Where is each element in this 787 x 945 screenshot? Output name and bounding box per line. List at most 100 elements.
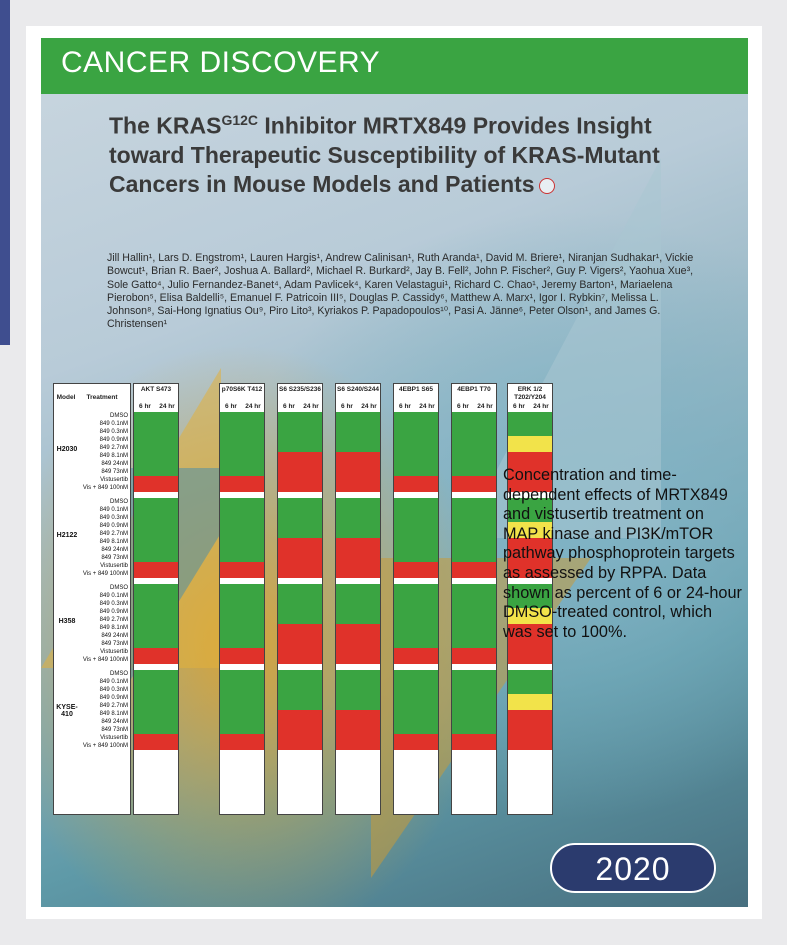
heatmap-cell [452,742,474,750]
heatmap-cell [394,468,416,476]
heatmap-cell [278,514,300,522]
heatmap-cell [416,686,438,694]
heatmap-cell [416,468,438,476]
heatmap-cell [358,640,380,648]
heatmap-cell [452,608,474,616]
heatmap-cell [508,678,530,686]
heatmap-cell [394,678,416,686]
heatmap-cell [300,726,322,734]
heatmap-cell [242,498,264,506]
open-access-icon [538,177,555,194]
heatmap-cell [300,616,322,624]
heatmap-cell [134,460,156,468]
heatmap-cell [530,694,552,702]
heatmap-cell [134,452,156,460]
treatment-label: DMSO [110,671,128,677]
treatment-label: Vistusertib [100,649,128,655]
heatmap-cell [220,554,242,562]
heatmap-cell [416,592,438,600]
heatmap-cell [336,624,358,632]
heatmap-cell [530,420,552,428]
heatmap-cell [416,734,438,742]
heatmap-cell [220,678,242,686]
heatmap-cell [358,600,380,608]
heatmap-cell [530,460,552,468]
heatmap-cell [394,420,416,428]
heatmap-cell [474,670,496,678]
heatmap-cell [474,436,496,444]
heatmap-cell [452,710,474,718]
heatmap-cell [416,498,438,506]
heatmap-cell [278,584,300,592]
heatmap-cell [336,476,358,484]
heatmap-cell [474,592,496,600]
heatmap-cell [508,506,530,514]
heatmap-cell [452,428,474,436]
target-column: 4EBP1 S65 6 hr 24 hr [393,383,439,815]
heatmap-cell [530,584,552,592]
treatment-label: 849 0.1nM [99,593,128,599]
heatmap-cell [220,428,242,436]
heatmap-cell [220,412,242,420]
heatmap-cell [242,412,264,420]
heatmap-cell [278,670,300,678]
heatmap-cell [278,616,300,624]
heatmap-cell [242,742,264,750]
heatmap-cell [242,484,264,492]
heatmap-cell [134,670,156,678]
heatmap-cell [508,484,530,492]
heatmap-cell [134,718,156,726]
heatmap-cell [336,702,358,710]
heatmap-cell [278,570,300,578]
heatmap-cell [220,608,242,616]
heatmap-cell [242,428,264,436]
heatmap-cell [156,460,178,468]
heatmap-cell [394,484,416,492]
heatmap-cell [242,452,264,460]
heatmap-cell [508,702,530,710]
heatmap-cell [242,726,264,734]
heatmap-cell [452,444,474,452]
heatmap-cell [336,648,358,656]
heatmap-cell [474,452,496,460]
heatmap-cell [242,718,264,726]
heatmap-cell [134,514,156,522]
heatmap-cell [278,562,300,570]
heatmap-cell [474,514,496,522]
heatmap-cell [156,678,178,686]
heatmap-cell [474,420,496,428]
target-column: p70S6K T412 6 hr 24 hr [219,383,265,815]
heatmap-cell [278,592,300,600]
heatmap-cell [358,592,380,600]
heatmap-cell [220,522,242,530]
heatmap-cell [156,522,178,530]
heatmap-cell [508,640,530,648]
heatmap-cell [452,686,474,694]
treatment-label: 849 0.9nM [99,437,128,443]
heatmap-cell [134,742,156,750]
heatmap-cell [278,452,300,460]
heatmap-cell [220,616,242,624]
heatmap-cell [394,522,416,530]
model-header: Model [56,394,76,401]
heatmap-cell [416,694,438,702]
journal-cover[interactable]: CANCER DISCOVERY The KRASG12C Inhibitor … [41,38,748,907]
time-header: 6 hr [457,403,469,410]
heatmap-cell [508,648,530,656]
heatmap-cell [220,420,242,428]
heatmap-cell [452,616,474,624]
heatmap-cell [416,436,438,444]
heatmap-cell [300,514,322,522]
heatmap-cell [336,530,358,538]
heatmap-cell [220,514,242,522]
heatmap-cell [336,592,358,600]
side-accent-bar [0,0,10,345]
heatmap-cell [278,522,300,530]
heatmap-cell [242,710,264,718]
heatmap-cell [530,514,552,522]
heatmap-cell [416,420,438,428]
heatmap-cell [134,562,156,570]
heatmap-cell [278,678,300,686]
heatmap-cell [530,522,552,530]
heatmap-cell [242,584,264,592]
